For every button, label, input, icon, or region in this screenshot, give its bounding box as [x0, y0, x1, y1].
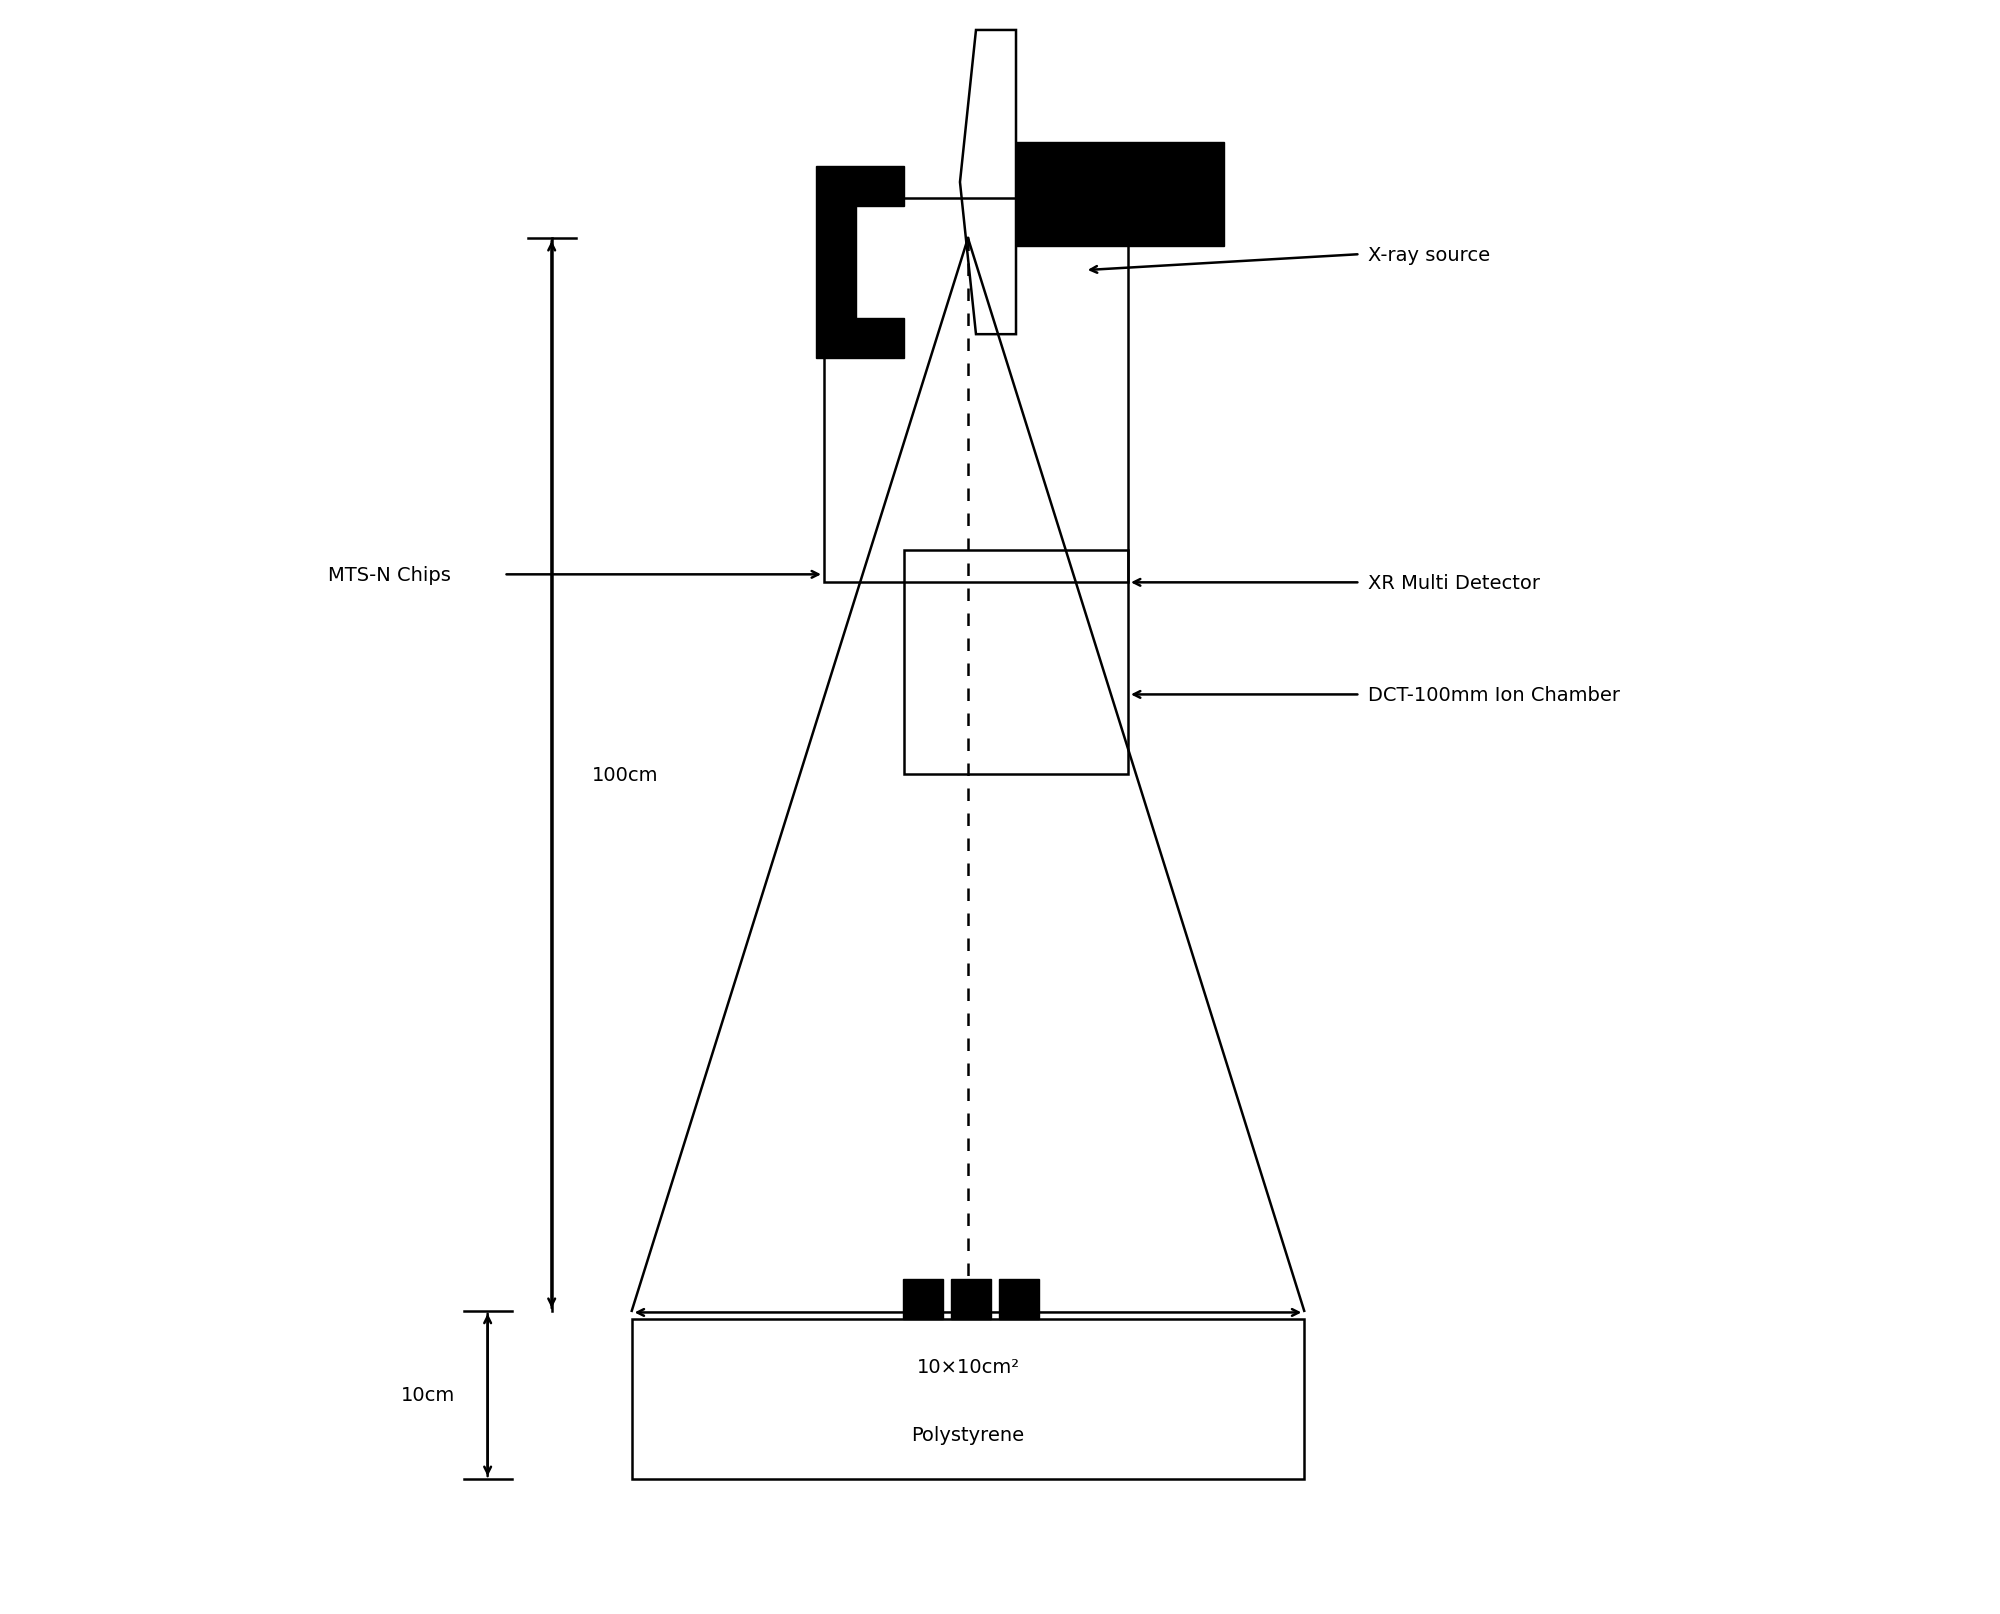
Bar: [904, 1278, 944, 1319]
Text: DCT-100mm Ion Chamber: DCT-100mm Ion Chamber: [1368, 686, 1620, 704]
Bar: [824, 199, 1128, 583]
Text: X-ray source: X-ray source: [1368, 245, 1490, 265]
Text: MTS-N Chips: MTS-N Chips: [328, 565, 450, 584]
Polygon shape: [816, 166, 904, 358]
Text: 10cm: 10cm: [402, 1385, 456, 1404]
Text: Polystyrene: Polystyrene: [912, 1425, 1024, 1445]
Bar: [904, 550, 1128, 775]
Bar: [1016, 144, 1224, 247]
Text: XR Multi Detector: XR Multi Detector: [1368, 573, 1540, 592]
Bar: [952, 1278, 992, 1319]
Text: 100cm: 100cm: [592, 765, 658, 784]
Bar: [1000, 1278, 1040, 1319]
Bar: [632, 1319, 1304, 1478]
Text: 10×10cm²: 10×10cm²: [916, 1357, 1020, 1377]
